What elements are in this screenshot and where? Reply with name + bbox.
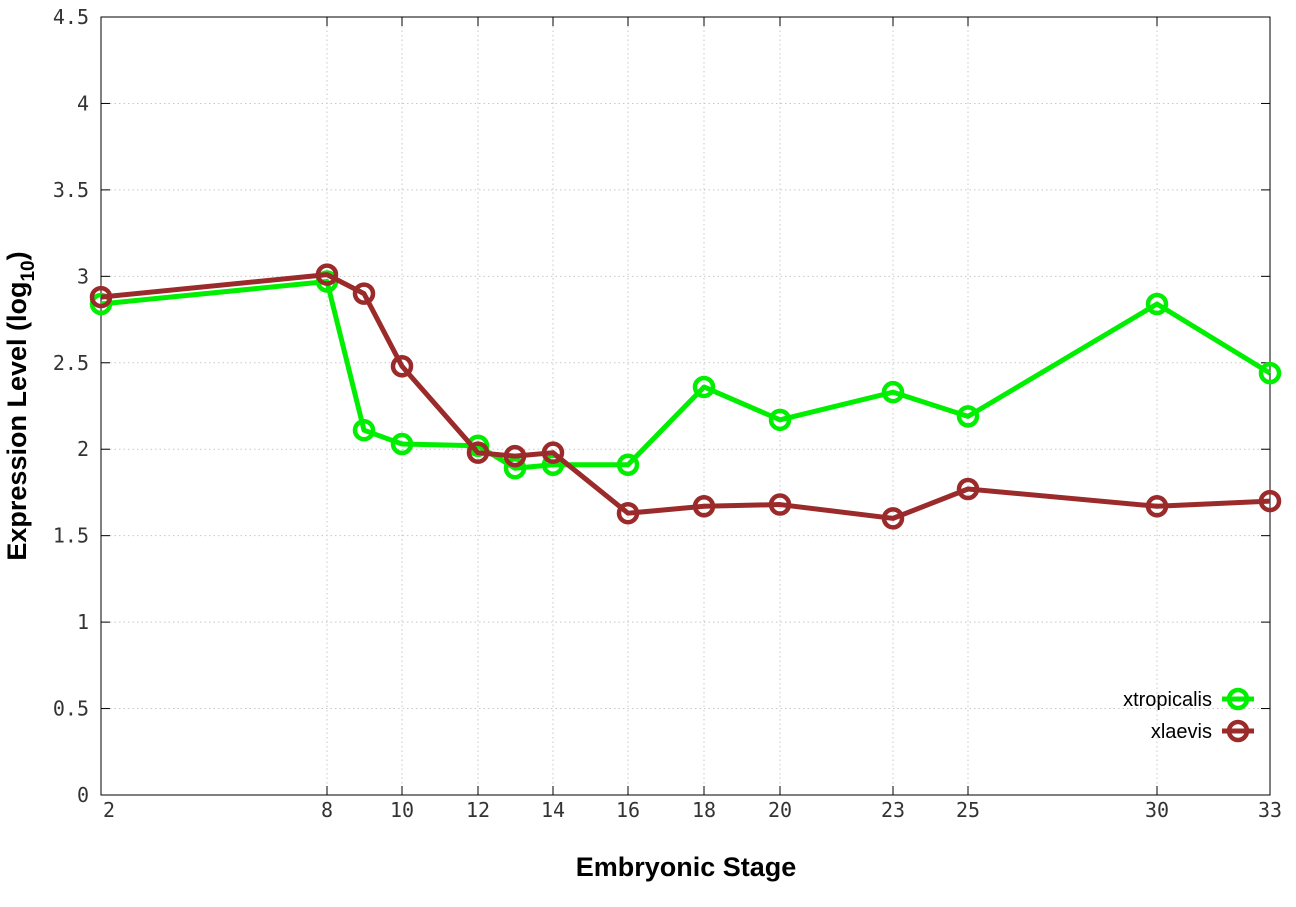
data-point (352, 418, 376, 442)
data-point (352, 282, 376, 305)
data-point (768, 493, 792, 516)
x-tick-label: 33 (1258, 798, 1282, 822)
data-point (89, 285, 113, 309)
y-axis-title-subscript: 10 (18, 260, 39, 281)
data-point (616, 453, 640, 477)
data-point (956, 405, 980, 428)
data-point (616, 501, 640, 525)
data-point (692, 375, 716, 399)
y-axis-title-end: ) (2, 251, 32, 260)
data-point (503, 444, 527, 468)
data-point (1145, 292, 1169, 316)
data-point (1145, 495, 1169, 518)
x-tick-label: 10 (390, 798, 414, 822)
x-tick-label: 14 (541, 798, 565, 822)
data-point (466, 441, 490, 464)
legend-label: xtropicalis (1123, 689, 1212, 711)
x-tick-label: 8 (321, 798, 333, 822)
x-tick-label: 25 (956, 798, 980, 822)
axis-ticks (100, 16, 1271, 796)
x-tick-label: 2 (103, 798, 115, 822)
data-point (956, 477, 980, 501)
data-point (541, 441, 565, 464)
data-point (881, 380, 905, 404)
y-tick-label: 2.5 (53, 351, 89, 375)
data-point (1258, 489, 1282, 513)
series-xtropicalis (89, 270, 1282, 480)
legend-marker (1226, 687, 1250, 711)
x-tick-label: 20 (768, 798, 792, 822)
series-xlaevis (89, 263, 1282, 530)
y-tick-label: 1.5 (53, 524, 89, 548)
legend-marker (1226, 719, 1250, 743)
data-point (390, 354, 414, 378)
data-point (1258, 361, 1282, 385)
y-tick-label: 0 (77, 783, 89, 807)
y-tick-label: 0.5 (53, 697, 89, 721)
series-line (100, 279, 1272, 471)
x-axis-title: Embryonic Stage (576, 852, 797, 882)
legend-item: xtropicalis (1123, 687, 1254, 711)
legend-item: xlaevis (1151, 719, 1254, 743)
x-tick-labels: 2 8 10 12 14 16 18 20 23 25 30 33 (103, 798, 1282, 822)
grid-lines (101, 17, 1270, 795)
legend: xtropicalis xlaevis (1123, 687, 1254, 743)
x-tick-label: 18 (692, 798, 716, 822)
y-tick-label: 2 (77, 437, 89, 461)
y-tick-label: 1 (77, 610, 89, 634)
series-layer (89, 263, 1282, 530)
y-axis-title-main: Expression Level (log (2, 282, 32, 561)
data-point (881, 507, 905, 530)
data-point (390, 432, 414, 456)
y-tick-label: 4.5 (53, 5, 89, 29)
x-tick-label: 23 (881, 798, 905, 822)
plot-frame (100, 16, 1271, 796)
data-point (503, 456, 527, 480)
legend-label: xlaevis (1151, 721, 1212, 743)
x-tick-label: 30 (1145, 798, 1169, 822)
y-tick-labels: 0 0.5 1 1.5 2 2.5 3 3.5 4 4.5 (53, 5, 89, 807)
x-tick-label: 12 (466, 798, 490, 822)
x-tick-label: 16 (616, 798, 640, 822)
y-tick-label: 4 (77, 91, 89, 115)
y-tick-label: 3 (77, 264, 89, 288)
series-line (100, 272, 1271, 521)
y-axis-title: Expression Level (log10) (2, 251, 39, 560)
data-point (692, 495, 716, 518)
data-point (315, 263, 339, 286)
y-tick-label: 3.5 (53, 178, 89, 202)
data-point (768, 408, 792, 432)
